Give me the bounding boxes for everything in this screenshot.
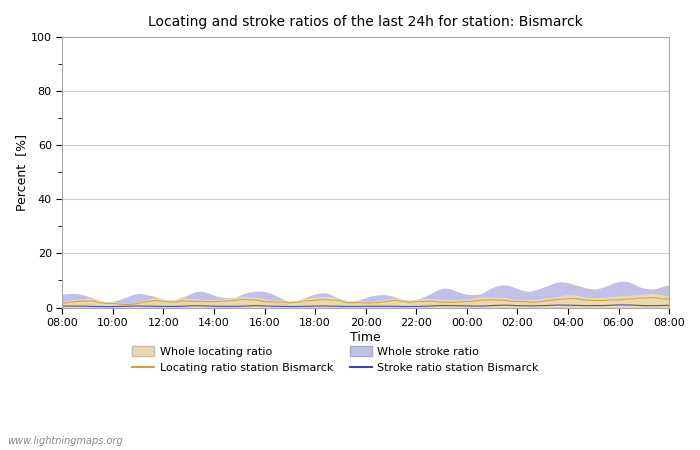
Y-axis label: Percent  [%]: Percent [%] [15, 134, 28, 211]
X-axis label: Time: Time [350, 331, 381, 344]
Title: Locating and stroke ratios of the last 24h for station: Bismarck: Locating and stroke ratios of the last 2… [148, 15, 583, 29]
Legend: Whole locating ratio, Locating ratio station Bismarck, Whole stroke ratio, Strok: Whole locating ratio, Locating ratio sta… [127, 342, 543, 378]
Text: www.lightningmaps.org: www.lightningmaps.org [7, 436, 122, 446]
